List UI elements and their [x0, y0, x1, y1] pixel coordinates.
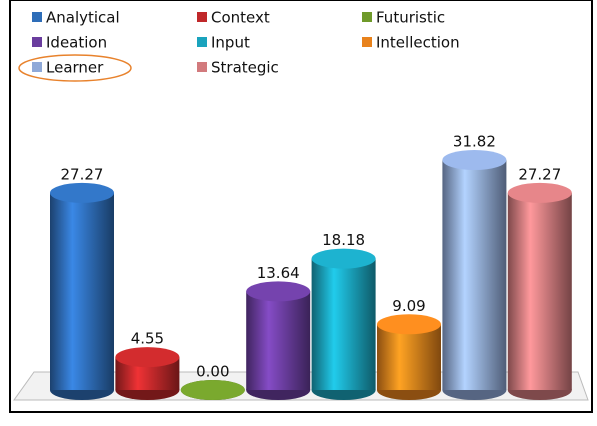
legend: Analytical Context Futuristic Ideation Input…: [32, 9, 460, 77]
bar-top: [115, 347, 180, 368]
bar: [50, 192, 114, 390]
bar: [311, 258, 376, 390]
data-label: 0.00: [196, 363, 229, 381]
legend-swatch: [197, 12, 207, 22]
bar: [442, 160, 507, 390]
highlight-ellipse: [18, 54, 132, 82]
legend-swatch: [362, 12, 372, 22]
data-label: 9.09: [392, 297, 425, 315]
bars: 27.27 4.55 0.00 13.64 18.18 9.09 31.82 27.27: [50, 133, 572, 400]
data-label: 18.18: [322, 231, 365, 249]
bar-top: [507, 182, 572, 203]
legend-label: Ideation: [46, 34, 107, 52]
legend-swatch: [32, 12, 42, 22]
data-label: 4.55: [131, 330, 164, 348]
legend-label: Analytical: [46, 9, 120, 27]
legend-label: Intellection: [376, 34, 460, 52]
bar: [246, 291, 311, 390]
bar-top: [50, 182, 114, 203]
legend-label: Futuristic: [376, 9, 445, 27]
bar-top: [246, 281, 311, 302]
legend-swatch: [32, 62, 42, 72]
bar-top: [377, 314, 441, 335]
legend-label: Input: [211, 34, 250, 52]
bar: [377, 324, 441, 390]
legend-swatch: [362, 37, 372, 47]
legend-swatch: [197, 62, 207, 72]
legend-label: Learner: [46, 59, 104, 77]
bar-top: [180, 380, 245, 400]
legend-swatch: [32, 37, 42, 47]
legend-swatch: [197, 37, 207, 47]
data-label: 31.82: [453, 133, 496, 151]
bar: [507, 192, 572, 390]
data-label: 27.27: [518, 165, 561, 183]
legend-label: Strategic: [211, 59, 279, 77]
legend-label: Context: [211, 9, 270, 27]
bar-top: [311, 248, 376, 269]
data-label: 27.27: [61, 165, 104, 183]
data-label: 13.64: [257, 264, 300, 282]
bar-top: [442, 150, 507, 170]
